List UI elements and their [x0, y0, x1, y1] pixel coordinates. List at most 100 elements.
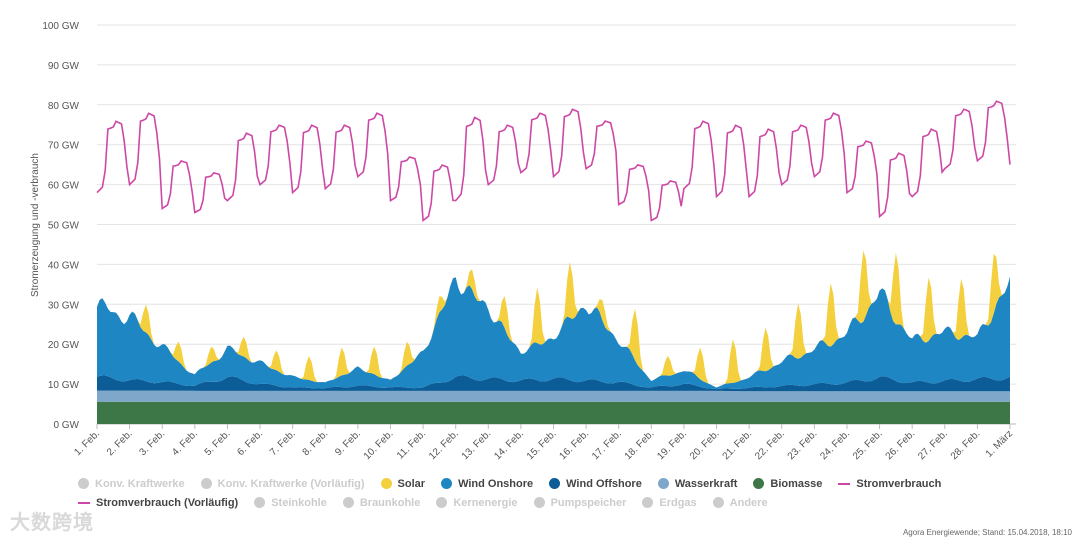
x-tick-label: 24. Feb. [818, 428, 852, 462]
x-tick-label: 23. Feb. [786, 428, 820, 462]
legend-label: Erdgas [659, 496, 697, 509]
legend-label: Konv. Kraftwerke [95, 477, 185, 490]
x-tick-label: 28. Feb. [949, 428, 983, 462]
x-tick-label: 5. Feb. [203, 428, 233, 458]
chart-lines [96, 100, 1011, 223]
x-tick-label: 22. Feb. [753, 428, 787, 462]
x-tick-label: 16. Feb. [557, 428, 591, 462]
legend-item-konv-kraftwerke[interactable]: Konv. Kraftwerke [78, 478, 185, 490]
legend-row: Stromverbrauch (Vorläufig) Steinkohle Brau… [78, 493, 1018, 512]
chart-canvas: 0 GW 10 GW 20 GW 30 GW 40 GW 50 GW 60 GW 70 GW 8… [30, 21, 1016, 462]
x-tick-label: 25. Feb. [851, 428, 885, 462]
legend-symbol [838, 482, 851, 485]
legend-item-wind-onshore[interactable]: Wind Onshore [441, 478, 533, 490]
x-tick-label: 20. Feb. [688, 428, 722, 462]
y-tick-label: 80 GW [48, 101, 80, 112]
area-wind-onshore [97, 276, 1010, 390]
legend-label: Konv. Kraftwerke (Vorläufig) [217, 477, 365, 490]
y-tick-label: 40 GW [48, 260, 80, 271]
x-tick-label: 9. Feb. [333, 428, 363, 458]
legend-symbol [78, 478, 89, 489]
legend-label: Wind Offshore [566, 477, 642, 490]
legend-symbol [441, 478, 453, 489]
source-credit: Agora Energiewende; Stand: 15.04.2018, 1… [902, 528, 1072, 537]
area-wind-offshore [97, 375, 1010, 392]
legend-item-biomasse[interactable]: Biomasse [753, 478, 822, 490]
legend-label: Andere [729, 496, 768, 509]
x-tick-label: 11. Feb. [395, 428, 428, 461]
legend-item-andere[interactable]: Andere [712, 496, 768, 509]
legend-label: Braunkohle [359, 496, 421, 509]
x-tick-label: 1. März [984, 428, 1015, 459]
x-tick-label: 26. Feb. [884, 428, 918, 462]
x-tick-label: 18. Feb. [623, 428, 657, 462]
legend-symbol [657, 478, 669, 489]
x-tick-label: 3. Feb. [138, 428, 168, 458]
legend-item-pumpspeicher[interactable]: Pumpspeicher [533, 496, 627, 509]
legend-item-wasserkraft[interactable]: Wasserkraft [657, 477, 738, 490]
y-axis-label: Stromerzeugung und -verbrauch [30, 153, 41, 297]
legend-item-braunkohle[interactable]: Braunkohle [342, 496, 421, 509]
legend-row: Konv. Kraftwerke Konv. Kraftwerke (Vorläu… [78, 474, 1018, 493]
line-stromverbrauch [96, 100, 1011, 223]
area-biomasse [97, 401, 1010, 424]
y-tick-label: 50 GW [48, 221, 80, 232]
legend-item-stromverbrauch-vorläufig[interactable]: Stromverbrauch (Vorläufig) [78, 497, 238, 509]
y-tick-label: 0 GW [53, 420, 79, 431]
x-tick-label: 4. Feb. [170, 428, 200, 458]
x-tick-label: 21. Feb. [721, 428, 755, 462]
legend-item-steinkohle[interactable]: Steinkohle [254, 497, 327, 509]
x-tick-label: 15. Feb. [525, 428, 559, 462]
x-tick-label: 8. Feb. [301, 428, 331, 458]
y-axis: 0 GW 10 GW 20 GW 30 GW 40 GW 50 GW 60 GW 70 GW 8… [42, 21, 79, 431]
legend-symbol [78, 501, 90, 504]
legend-symbol [254, 497, 266, 508]
legend-label: Steinkohle [271, 496, 327, 509]
legend-label: Stromverbrauch [856, 477, 942, 490]
legend-symbol [549, 478, 561, 489]
chart-legend: Konv. Kraftwerke Konv. Kraftwerke (Vorläu… [78, 474, 1018, 512]
x-tick-label: 2. Feb. [105, 428, 135, 458]
y-tick-label: 100 GW [42, 21, 79, 32]
y-tick-label: 60 GW [48, 181, 80, 192]
legend-item-solar[interactable]: Solar [380, 477, 426, 490]
legend-item-stromverbrauch[interactable]: Stromverbrauch [838, 478, 941, 490]
legend-symbol [533, 497, 545, 508]
y-tick-label: 10 GW [48, 380, 80, 391]
x-tick-label: 6. Feb. [235, 428, 265, 458]
legend-symbol [753, 478, 765, 489]
x-tick-label: 12. Feb. [427, 428, 461, 462]
area-solar [97, 250, 1010, 388]
legend-label: Kernenergie [453, 496, 518, 509]
x-tick-label: 17. Feb. [590, 428, 624, 462]
watermark-logo: 大数跨境 [10, 510, 94, 534]
x-tick-label: 27. Feb. [916, 428, 950, 462]
legend-label: Wasserkraft [674, 477, 738, 490]
legend-symbol [200, 478, 212, 489]
x-tick-label: 1. Feb. [72, 428, 102, 458]
y-tick-label: 70 GW [48, 141, 80, 152]
y-tick-label: 90 GW [48, 61, 80, 72]
y-tick-label: 20 GW [48, 340, 80, 351]
legend-label: Pumpspeicher [550, 496, 627, 509]
legend-label: Stromverbrauch (Vorläufig) [96, 496, 239, 509]
x-tick-label: 13. Feb. [460, 428, 494, 462]
legend-symbol [342, 497, 354, 508]
legend-symbol [436, 497, 448, 508]
legend-item-konv-kraftwerke-vorläufig[interactable]: Konv. Kraftwerke (Vorläufig) [200, 477, 365, 490]
area-wasserkraft [97, 390, 1010, 402]
x-tick-label: 10. Feb. [362, 428, 396, 462]
legend-label: Solar [397, 477, 426, 490]
legend-symbol [642, 497, 654, 508]
x-tick-label: 7. Feb. [268, 428, 298, 458]
legend-item-erdgas[interactable]: Erdgas [642, 496, 697, 509]
x-tick-label: 19. Feb. [655, 428, 689, 462]
legend-item-wind-offshore[interactable]: Wind Offshore [549, 478, 642, 490]
legend-symbol [712, 497, 724, 508]
x-axis: 1. Feb. 2. Feb. 3. Feb. 4. Feb. 5. Feb. 6. Fe… [72, 424, 1015, 462]
legend-item-kernenergie[interactable]: Kernenergie [436, 496, 518, 509]
legend-symbol [380, 478, 392, 489]
y-tick-label: 30 GW [48, 300, 80, 311]
chart-areas [97, 250, 1010, 424]
legend-label: Biomasse [770, 477, 823, 490]
